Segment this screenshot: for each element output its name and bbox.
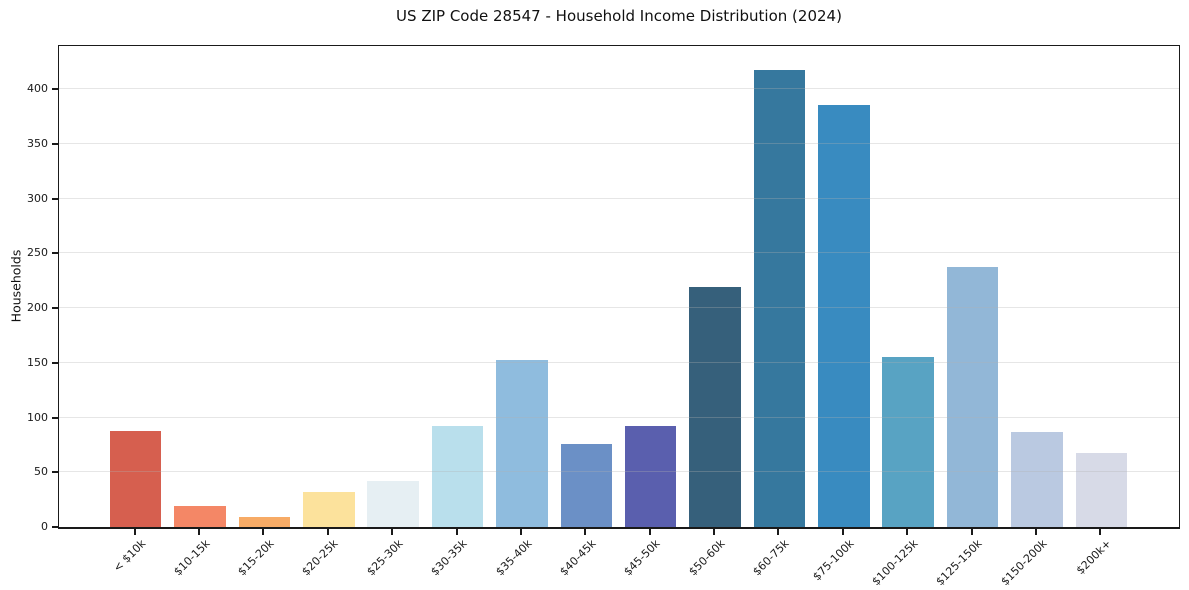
x-tick-label-15: $200k+	[1073, 537, 1114, 578]
x-tick-label-1: $10-15k	[170, 537, 213, 579]
x-tick-label-0: < $10k	[110, 537, 148, 575]
x-tick-label-12: $100-125k	[869, 537, 921, 589]
bar-$150-200k	[1011, 431, 1063, 527]
x-tick-label-4: $25-30k	[364, 537, 406, 579]
x-tick-label-9: $50-60k	[686, 537, 728, 579]
x-tick-mark-3	[326, 529, 329, 535]
y-tick-label-300: 300	[27, 191, 48, 205]
bar-< $10k	[109, 430, 162, 527]
bar-$100-125k	[882, 357, 934, 527]
y-tick-label-100: 100	[27, 410, 48, 424]
bar-$40-45k	[560, 443, 613, 527]
x-tick-label-8: $45-50k	[621, 537, 663, 579]
y-tick-label-350: 350	[27, 136, 48, 150]
x-tick-mark-11	[841, 529, 844, 535]
y-tick-label-150: 150	[27, 355, 48, 369]
bar-$50-60k	[689, 287, 741, 527]
x-tick-mark-2	[262, 529, 265, 535]
bar-$30-35k	[431, 426, 484, 527]
gridline-300	[59, 197, 1179, 199]
x-tick-label-7: $40-45k	[557, 537, 599, 579]
gridline-100	[59, 416, 1179, 418]
x-tick-mark-0	[133, 529, 136, 535]
y-tick-label-250: 250	[27, 246, 48, 260]
x-tick-label-10: $60-75k	[750, 537, 792, 579]
x-tick-label-11: $75-100k	[809, 537, 857, 584]
x-tick-mark-12	[906, 529, 909, 535]
y-tick-label-200: 200	[27, 301, 48, 315]
y-tick-mark-150	[52, 361, 58, 364]
chart-title: US ZIP Code 28547 - Household Income Dis…	[396, 7, 842, 25]
x-tick-label-6: $35-40k	[492, 537, 535, 579]
bar-$15-20k	[238, 517, 291, 527]
x-tick-mark-1	[198, 529, 200, 535]
x-tick-mark-6	[519, 529, 522, 535]
y-tick-mark-300	[52, 197, 58, 200]
x-tick-mark-15	[1099, 529, 1102, 535]
y-tick-mark-350	[52, 142, 58, 145]
x-tick-mark-10	[777, 529, 780, 535]
y-tick-mark-0	[52, 526, 58, 528]
x-tick-mark-14	[1034, 529, 1037, 535]
bar-$60-75k	[753, 69, 806, 527]
gridline-400	[59, 88, 1179, 90]
gridline-200	[59, 307, 1179, 309]
y-tick-label-0: 0	[41, 520, 48, 533]
x-tick-label-14: $150-200k	[998, 537, 1050, 589]
x-tick-label-2: $15-20k	[235, 537, 277, 579]
y-tick-mark-50	[52, 471, 58, 474]
bar-$75-100k	[818, 104, 870, 527]
y-tick-label-50: 50	[34, 465, 48, 479]
x-tick-label-3: $20-25k	[299, 537, 341, 579]
x-tick-mark-7	[584, 529, 587, 535]
y-tick-label-400: 400	[27, 82, 48, 96]
gridline-250	[59, 252, 1179, 254]
y-tick-mark-200	[52, 307, 58, 310]
bar-$200k+	[1075, 452, 1128, 527]
y-tick-mark-400	[52, 88, 58, 91]
bar-$45-50k	[624, 426, 677, 527]
bar-$125-150k	[946, 266, 999, 527]
x-tick-mark-5	[455, 529, 458, 535]
bar-$10-15k	[174, 506, 226, 527]
bar-$20-25k	[303, 491, 355, 527]
bar-$25-30k	[367, 481, 419, 527]
y-tick-mark-100	[52, 416, 58, 419]
plot-area	[58, 45, 1180, 529]
gridline-350	[59, 142, 1179, 144]
bar-$35-40k	[496, 359, 548, 527]
gridline-150	[59, 361, 1179, 363]
x-tick-mark-8	[648, 529, 651, 535]
x-tick-label-5: $30-35k	[428, 537, 470, 579]
x-tick-label-13: $125-150k	[933, 537, 985, 589]
y-tick-mark-250	[52, 252, 58, 255]
x-tick-mark-13	[970, 529, 973, 535]
x-tick-mark-9	[713, 529, 716, 535]
x-tick-mark-4	[391, 529, 394, 535]
